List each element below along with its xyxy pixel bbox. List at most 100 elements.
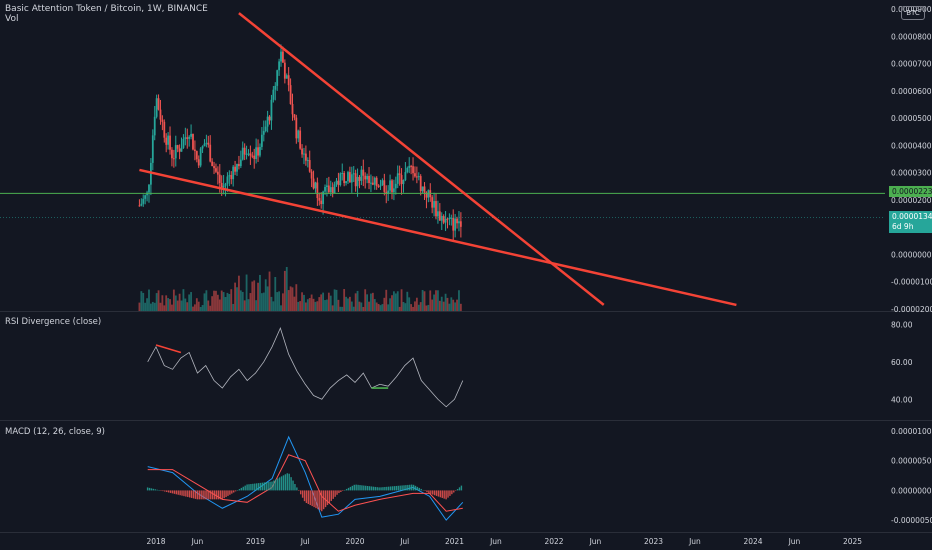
signal-line [147, 454, 463, 512]
macd-histogram-bar [298, 490, 300, 491]
volume-bar [398, 306, 401, 311]
volume-bar [364, 289, 367, 311]
volume-bar [253, 280, 256, 311]
x-tick-label: Jun [688, 537, 701, 546]
x-tick-label: 2023 [644, 537, 663, 546]
macd-histogram-bar [357, 484, 359, 491]
volume-bar [239, 290, 242, 311]
candle-body [337, 180, 340, 186]
macd-histogram-bar [322, 490, 325, 510]
macd-histogram-bar [273, 480, 275, 491]
volume-bar [368, 301, 370, 311]
volume-bar [291, 287, 294, 311]
candle-body [276, 70, 279, 86]
macd-histogram-bar [336, 490, 338, 495]
candle-body [339, 173, 342, 186]
macd-histogram-bar [334, 490, 336, 497]
macd-histogram-bar [424, 490, 426, 491]
volume-bar [379, 305, 382, 311]
macd-histogram-bar [175, 490, 178, 495]
macd-histogram-bar [420, 488, 422, 491]
x-tick-label: Jul [300, 537, 310, 546]
volume-bar [148, 289, 150, 311]
candle-body [301, 148, 303, 155]
candle-body [259, 146, 261, 156]
volume-bar [312, 298, 315, 311]
candle-body [440, 216, 443, 221]
macd-histogram-bar [234, 490, 237, 492]
volume-bar [316, 301, 319, 311]
volume-bar [459, 303, 462, 311]
volume-bar [236, 287, 238, 311]
macd-histogram-bar [169, 490, 172, 493]
candle-body [366, 175, 369, 180]
volume-bar [356, 290, 359, 311]
macd-histogram-bar [183, 490, 185, 497]
candle-body [345, 181, 347, 184]
candle-body [282, 51, 284, 63]
candle-body [289, 85, 292, 105]
macd-histogram-bar [265, 482, 267, 491]
volume-bar [213, 290, 215, 311]
volume-bar [419, 302, 422, 311]
currency-badge[interactable]: BTC [901, 6, 925, 20]
macd-histogram-bar [342, 490, 344, 491]
candle-body [314, 182, 317, 189]
candle-body [148, 184, 150, 193]
candle-body [327, 185, 330, 193]
macd-histogram-bar [345, 488, 348, 491]
y-tick-label: 0.00007000 [891, 60, 932, 69]
candle-body [280, 51, 282, 62]
candle-body [211, 161, 214, 167]
candle-body [264, 126, 267, 132]
volume-bar [335, 289, 338, 311]
candle-body [180, 147, 183, 152]
volume-bar [454, 302, 457, 311]
x-tick-label: Jun [589, 537, 602, 546]
candle-body [341, 173, 344, 175]
macd-histogram-bar [275, 479, 277, 491]
y-tick-label: 0.00008000 [891, 32, 932, 41]
candle-body [371, 182, 374, 185]
macd-histogram-bar [185, 490, 187, 497]
candle-body [320, 200, 323, 205]
macd-histogram-bar [407, 484, 409, 491]
volume-bar [140, 291, 143, 311]
macd-histogram-bar [363, 485, 365, 491]
macd-histogram-bar [388, 486, 390, 491]
candle-body [161, 119, 164, 122]
volume-bar [149, 303, 152, 311]
candle-body [155, 98, 158, 117]
candle-body [444, 218, 447, 223]
macd-histogram-bar [395, 485, 398, 491]
x-tick-label: Jun [489, 537, 502, 546]
volume-bar [197, 301, 200, 311]
candle-body [318, 198, 321, 201]
volume-bar [289, 286, 292, 311]
rsi-tick-label: 80.00 [891, 320, 913, 329]
candle-body [192, 133, 194, 150]
macd-histogram-bar [290, 477, 292, 491]
volume-bar [234, 282, 236, 311]
candle-body [241, 147, 244, 160]
volume-bar [295, 284, 298, 311]
volume-bar [444, 293, 447, 311]
volume-bar [442, 301, 445, 311]
candle-body [274, 85, 277, 90]
volume-bar [287, 290, 290, 311]
countdown-value: 6d 9h [892, 222, 914, 231]
x-tick-label: 2020 [345, 537, 364, 546]
volume-bar [264, 279, 267, 311]
macd-histogram-bar [307, 490, 310, 505]
candle-body [375, 177, 378, 186]
volume-bar [322, 292, 325, 311]
candle-body [335, 180, 338, 185]
macd-histogram-bar [370, 486, 373, 491]
macd-histogram-bar [343, 489, 346, 491]
candle-body [159, 109, 162, 120]
candle-body [218, 174, 221, 183]
macd-histogram-bar [255, 483, 258, 491]
